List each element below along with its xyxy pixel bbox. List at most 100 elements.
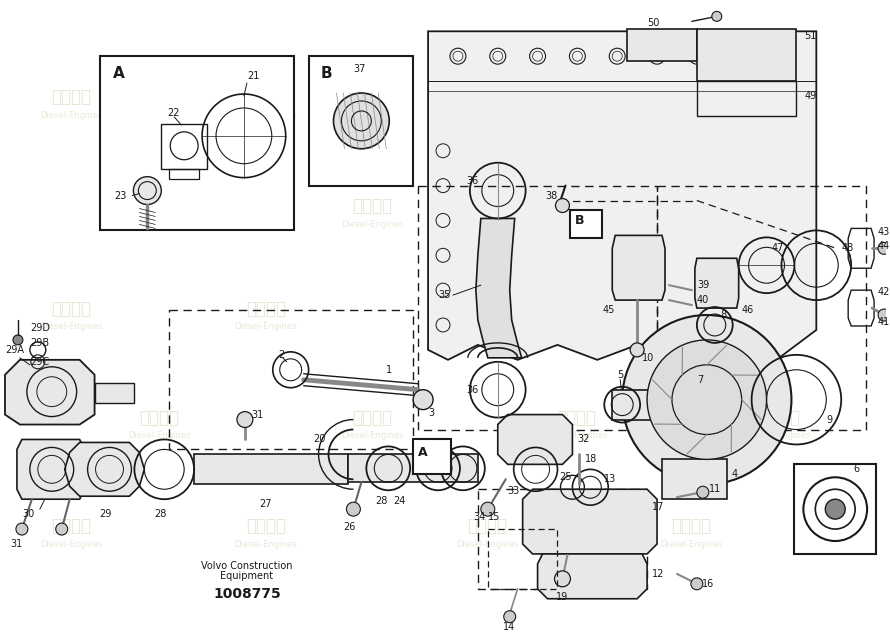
Text: 29D: 29D	[30, 323, 50, 333]
Text: 7: 7	[697, 375, 703, 385]
Circle shape	[878, 309, 890, 321]
Text: 29A: 29A	[5, 345, 24, 355]
Bar	[570, 210, 603, 239]
Text: 1008775: 1008775	[213, 587, 280, 601]
Circle shape	[504, 611, 515, 622]
Circle shape	[334, 93, 389, 149]
Text: 30: 30	[22, 509, 34, 519]
Text: 35: 35	[438, 290, 450, 300]
Text: 15: 15	[488, 512, 500, 522]
Text: 柴发动力: 柴发动力	[140, 408, 180, 426]
Circle shape	[825, 499, 846, 519]
Text: A: A	[418, 446, 428, 459]
Text: A: A	[112, 66, 125, 80]
Circle shape	[647, 340, 766, 459]
Text: 9: 9	[826, 415, 832, 424]
Text: 45: 45	[603, 305, 615, 315]
Text: 21: 21	[247, 71, 259, 81]
Text: 柴发动力: 柴发动力	[246, 89, 286, 107]
Polygon shape	[476, 219, 522, 358]
Text: Diesel-Engines: Diesel-Engines	[545, 431, 607, 440]
Text: 41: 41	[878, 317, 890, 327]
Text: 25: 25	[560, 473, 572, 482]
Text: 43: 43	[878, 228, 890, 237]
Text: 40: 40	[697, 295, 709, 305]
Circle shape	[346, 502, 360, 516]
Polygon shape	[17, 439, 85, 499]
Bar	[795, 464, 876, 554]
Text: 柴发动力: 柴发动力	[51, 518, 91, 536]
Text: 19: 19	[555, 592, 568, 602]
Text: Diesel-Engines: Diesel-Engines	[341, 431, 403, 440]
Text: 36: 36	[465, 176, 478, 186]
Text: Diesel-Engines: Diesel-Engines	[748, 431, 811, 440]
Text: 柴发动力: 柴发动力	[246, 518, 286, 536]
Polygon shape	[627, 30, 697, 61]
Text: Diesel-Engines: Diesel-Engines	[235, 111, 297, 120]
Text: 柴发动力: 柴发动力	[467, 300, 507, 318]
Circle shape	[691, 578, 703, 590]
Text: 16: 16	[702, 579, 714, 589]
Text: 柴发动力: 柴发动力	[671, 518, 711, 536]
Text: 27: 27	[259, 499, 271, 509]
Circle shape	[56, 523, 68, 535]
Circle shape	[16, 523, 28, 535]
Text: 18: 18	[586, 455, 597, 464]
Circle shape	[13, 335, 23, 345]
Text: 柴发动力: 柴发动力	[352, 197, 392, 215]
Circle shape	[413, 390, 433, 410]
Text: 柴发动力: 柴发动力	[467, 89, 507, 107]
Text: 4: 4	[732, 469, 738, 479]
Text: 柴发动力: 柴发动力	[51, 300, 91, 318]
Text: 柴发动力: 柴发动力	[760, 408, 800, 426]
Text: 51: 51	[805, 32, 817, 41]
Text: Diesel-Engines: Diesel-Engines	[40, 111, 102, 120]
Text: 柴发动力: 柴发动力	[760, 197, 800, 215]
Text: Equipment: Equipment	[221, 571, 273, 581]
Text: 28: 28	[154, 509, 166, 519]
Text: 17: 17	[652, 502, 665, 512]
Circle shape	[554, 571, 570, 587]
Text: 14: 14	[503, 622, 515, 631]
Circle shape	[712, 12, 722, 21]
Text: 20: 20	[313, 435, 326, 444]
Polygon shape	[612, 235, 665, 300]
Text: 柴发动力: 柴发动力	[671, 89, 711, 107]
Text: 24: 24	[393, 496, 406, 506]
Text: Diesel-Engines: Diesel-Engines	[40, 322, 102, 331]
Bar	[309, 56, 413, 186]
Bar	[100, 56, 294, 230]
Text: 12: 12	[652, 569, 665, 579]
Text: 47: 47	[772, 243, 784, 253]
Text: 44: 44	[878, 241, 890, 251]
Text: Diesel-Engines: Diesel-Engines	[235, 539, 297, 548]
Text: 42: 42	[878, 287, 890, 297]
Text: 46: 46	[741, 305, 754, 315]
Bar	[94, 383, 134, 403]
Text: 13: 13	[604, 475, 617, 484]
Text: 柴发动力: 柴发动力	[51, 89, 91, 107]
Circle shape	[134, 177, 161, 204]
Text: 36: 36	[465, 385, 478, 395]
Text: 28: 28	[376, 496, 388, 506]
Circle shape	[878, 242, 890, 254]
Text: B: B	[320, 66, 332, 80]
Text: 26: 26	[344, 522, 356, 532]
Text: 29: 29	[100, 509, 112, 519]
Text: 39: 39	[697, 280, 709, 290]
Text: 6: 6	[853, 464, 859, 475]
Polygon shape	[498, 415, 572, 464]
Text: 31: 31	[251, 410, 263, 420]
Text: Diesel-Engines: Diesel-Engines	[456, 322, 519, 331]
Text: 32: 32	[578, 435, 590, 444]
Text: Diesel-Engines: Diesel-Engines	[40, 539, 102, 548]
Text: 38: 38	[546, 190, 558, 201]
Polygon shape	[538, 554, 647, 599]
Text: 48: 48	[841, 243, 854, 253]
Text: 37: 37	[353, 64, 366, 74]
Text: 22: 22	[167, 108, 180, 118]
Circle shape	[622, 315, 791, 484]
Text: 31: 31	[10, 539, 22, 549]
Text: 8: 8	[721, 310, 727, 320]
Text: 49: 49	[805, 91, 817, 101]
